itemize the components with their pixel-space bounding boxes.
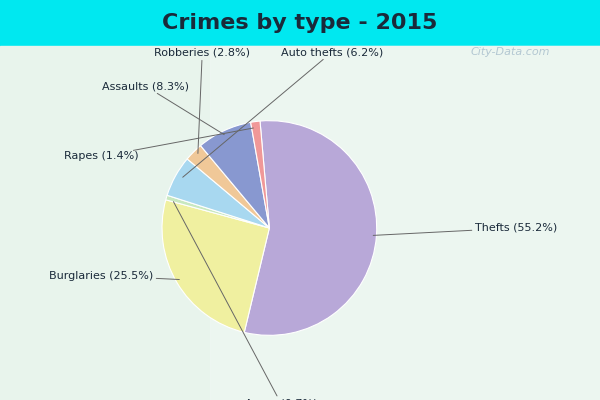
Text: Auto thefts (6.2%): Auto thefts (6.2%) [183, 47, 383, 177]
Wedge shape [162, 200, 269, 332]
Wedge shape [167, 159, 269, 228]
Text: Assaults (8.3%): Assaults (8.3%) [103, 81, 224, 135]
Text: Rapes (1.4%): Rapes (1.4%) [64, 128, 253, 162]
Bar [0, 0, 600, 46]
Text: Arson (0.7%): Arson (0.7%) [173, 202, 317, 400]
Text: Robberies (2.8%): Robberies (2.8%) [154, 47, 250, 154]
Text: Crimes by type - 2015: Crimes by type - 2015 [163, 13, 437, 33]
Text: Burglaries (25.5%): Burglaries (25.5%) [49, 271, 179, 281]
Wedge shape [244, 121, 377, 335]
Text: Thefts (55.2%): Thefts (55.2%) [373, 223, 557, 235]
Wedge shape [187, 146, 269, 228]
Bar [0, 46, 600, 400]
Wedge shape [200, 122, 269, 228]
Text: City-Data.com: City-Data.com [470, 47, 550, 57]
Wedge shape [251, 121, 269, 228]
Bar [210, 46, 600, 400]
Wedge shape [166, 195, 269, 228]
